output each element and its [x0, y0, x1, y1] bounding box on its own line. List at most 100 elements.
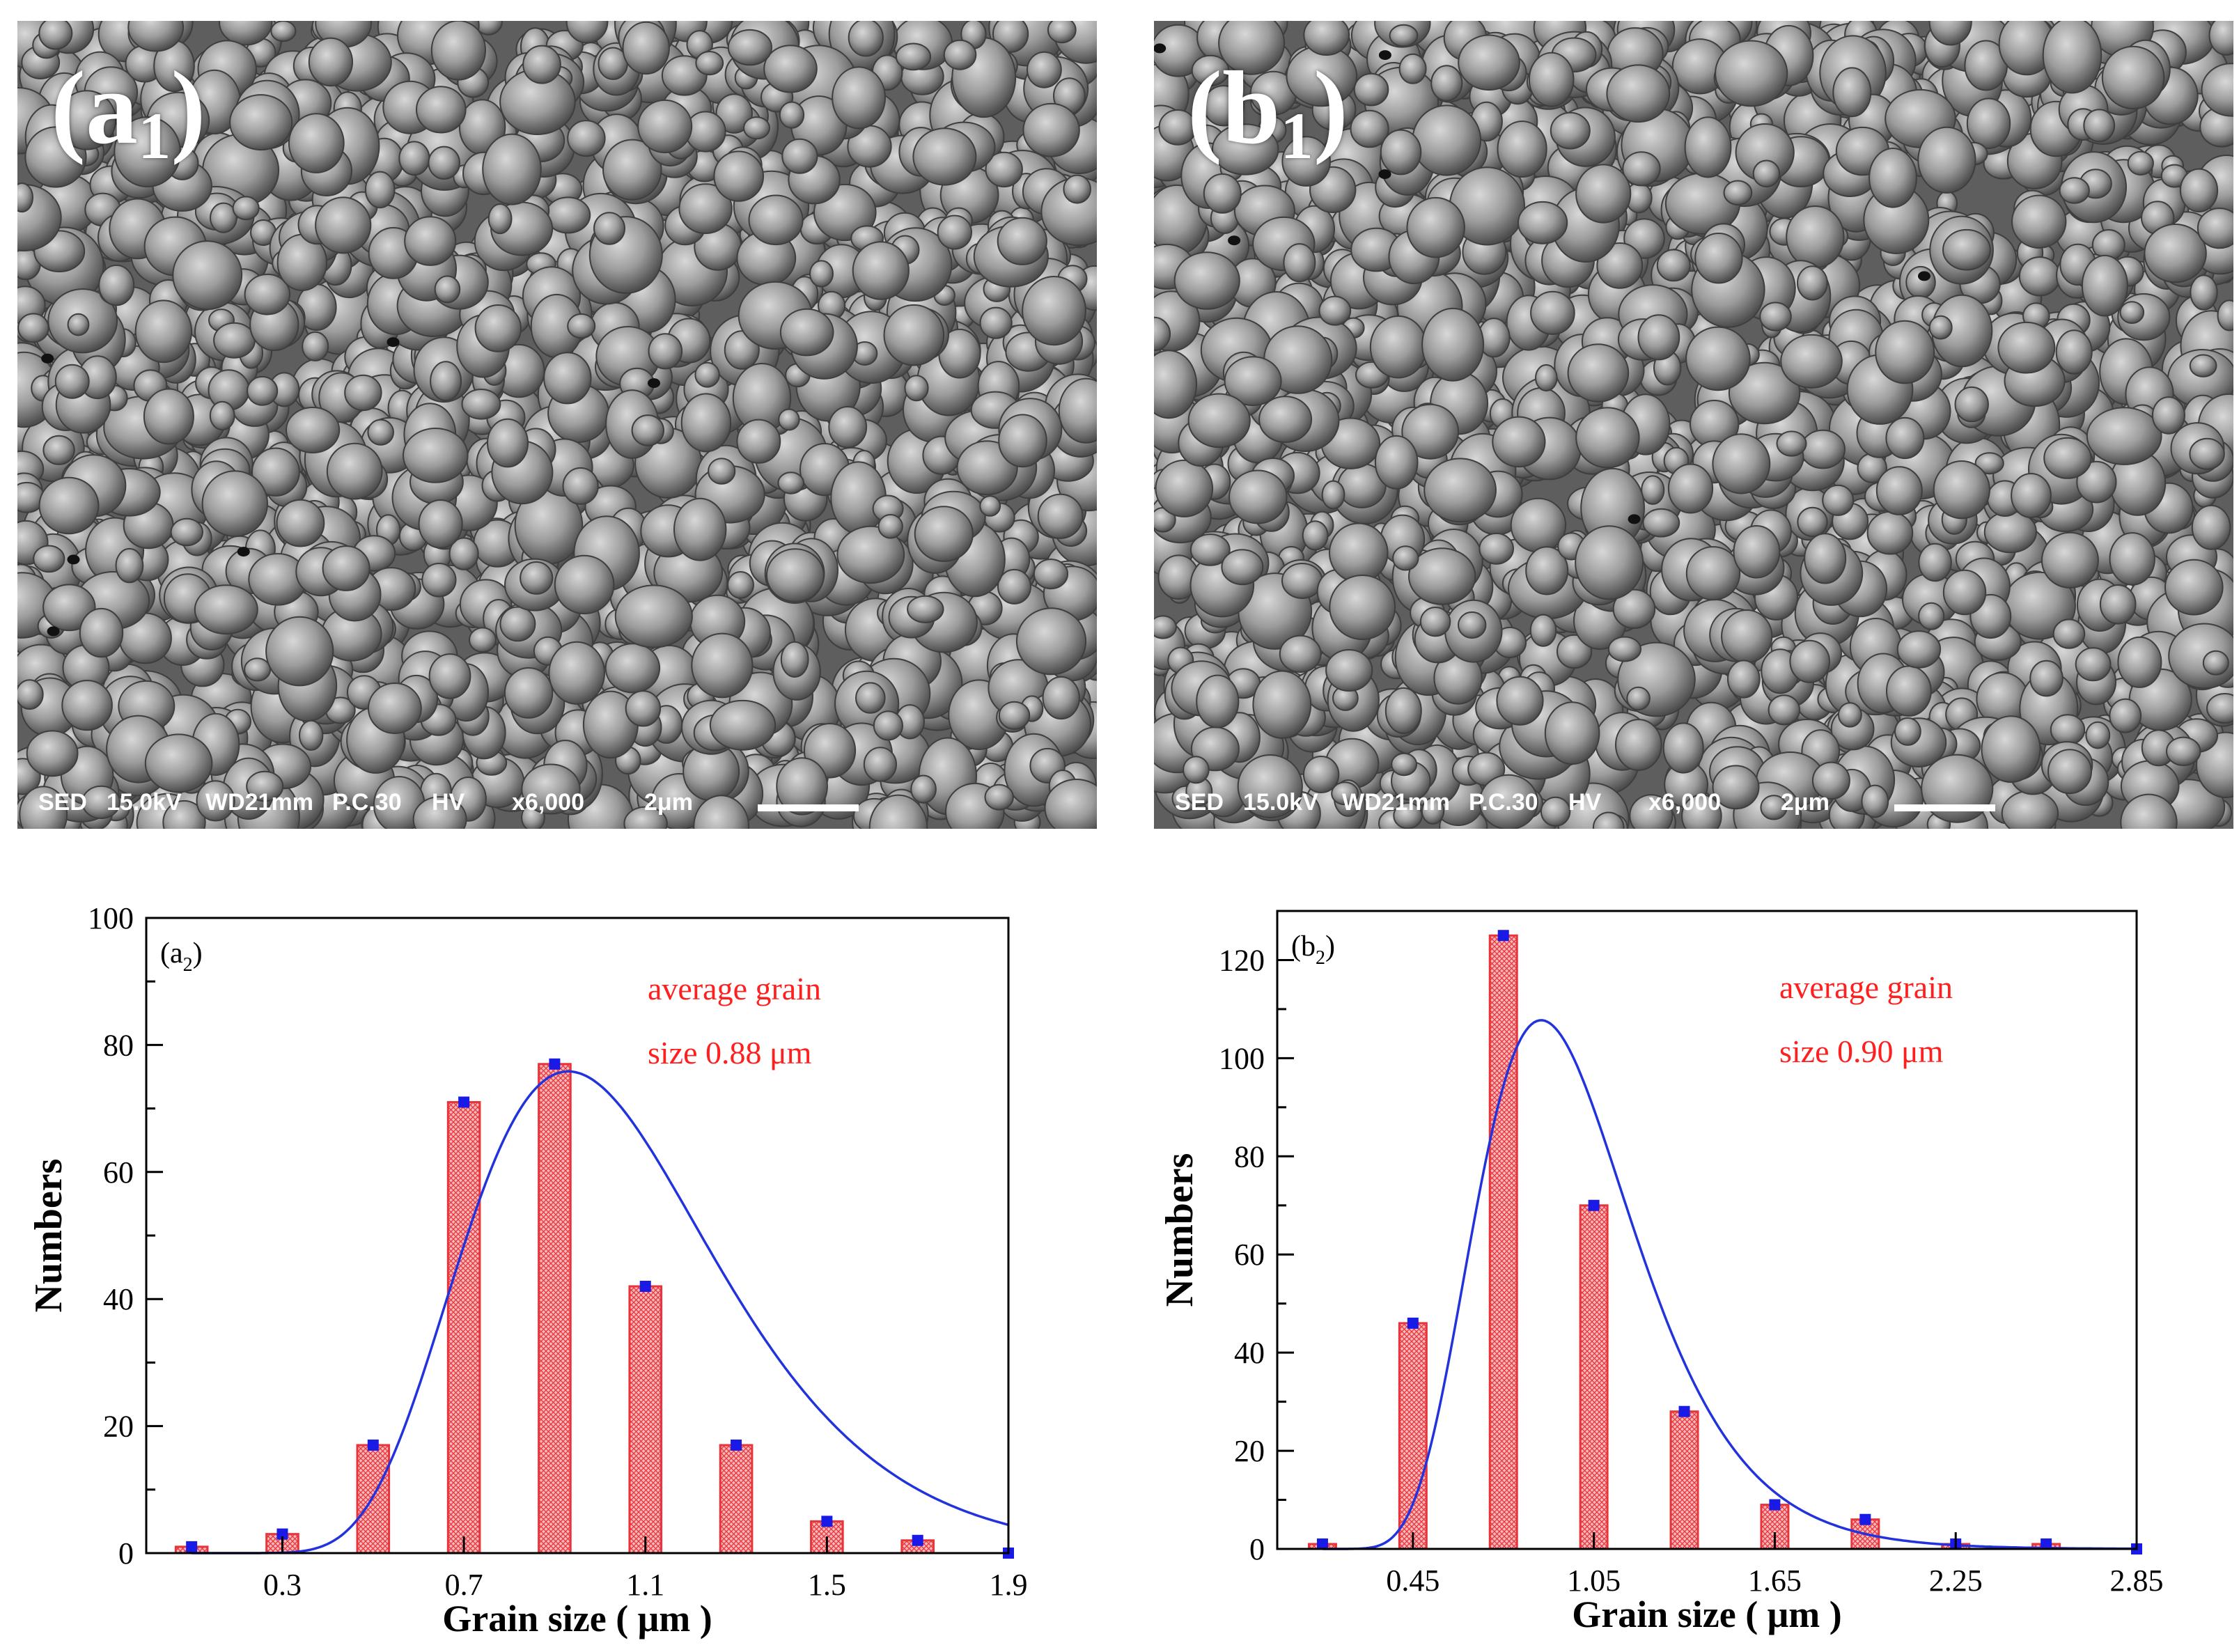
x-tick-label: 1.1 [626, 1568, 664, 1602]
panel-label-b1: (b1) [1187, 50, 1348, 173]
data-marker [1497, 930, 1509, 942]
y-tick-label: 80 [1234, 1139, 1265, 1174]
scale-bar [758, 804, 859, 811]
pore [1628, 514, 1641, 524]
grain-size-histogram-a2: 0 20 40 60 80 100 0.3 0.7 1.1 1.5 1.9 Grain size ( … [27, 901, 1028, 1639]
y-tick-label: 100 [1219, 1041, 1265, 1075]
sem-databar: SED 15.0kV WD21mm P.C.30 HV x6,000 2μm [1154, 756, 2233, 829]
mode-label: HV [1568, 789, 1602, 816]
data-marker [1407, 1317, 1419, 1329]
data-marker [731, 1439, 742, 1451]
pore [1918, 271, 1930, 281]
scale-label: 2μm [644, 789, 693, 816]
x-tick-label: 2.85 [2110, 1564, 2164, 1598]
mode-label: HV [432, 789, 465, 816]
x-tick-label: 1.5 [808, 1568, 846, 1602]
data-marker [1769, 1499, 1781, 1511]
y-axis-title: Numbers [1158, 1153, 1201, 1307]
x-tick-label: 2.25 [1929, 1564, 1983, 1598]
x-axis-title: Grain size ( μm ) [442, 1598, 712, 1639]
scale-bar [1894, 804, 1995, 811]
y-tick-label: 40 [103, 1282, 134, 1316]
histogram-bar [1579, 1204, 1609, 1550]
annotation-size: size 0.88 μm [648, 1035, 812, 1070]
plot-frame [1276, 910, 2138, 1550]
data-marker [549, 1058, 561, 1070]
y-tick-label: 60 [103, 1155, 134, 1190]
annotation-average: average grain [648, 971, 821, 1006]
x-tick-label: 0.7 [445, 1568, 483, 1602]
plot-frame [145, 917, 1010, 1554]
grain-texture [1154, 21, 2233, 829]
detector-label: SED [38, 789, 87, 816]
histogram-bar [446, 1100, 481, 1554]
x-tick-label: 1.05 [1567, 1564, 1621, 1598]
pore [47, 626, 60, 637]
fit-curve [192, 1070, 1009, 1554]
data-marker [1678, 1405, 1690, 1417]
magnification-label: x6,000 [512, 789, 584, 816]
histogram-bar [1398, 1322, 1428, 1550]
pore [67, 554, 80, 565]
sem-image-a1: (a1) SED 15.0kV WD21mm P.C.30 HV x6,000 … [17, 21, 1097, 829]
histogram-bar [356, 1444, 391, 1554]
pore [387, 337, 400, 348]
pc-label: P.C.30 [332, 789, 402, 816]
data-marker [458, 1096, 470, 1108]
histogram-bar [1669, 1410, 1699, 1550]
data-marker [1859, 1513, 1871, 1525]
data-marker [912, 1534, 923, 1546]
y-tick-label: 40 [1234, 1336, 1265, 1370]
data-marker [639, 1280, 651, 1292]
pore [237, 547, 250, 557]
histogram-bar [628, 1285, 663, 1554]
sem-image-b1: (b1) SED 15.0kV WD21mm P.C.30 HV x6,000 … [1154, 21, 2233, 829]
annotation-size: size 0.90 μm [1779, 1034, 1944, 1069]
data-marker [2041, 1538, 2052, 1550]
wd-label: WD21mm [205, 789, 313, 816]
pore [1378, 50, 1391, 61]
pore [1228, 235, 1241, 246]
panel-label-a1: (a1) [51, 50, 206, 173]
annotation-average: average grain [1779, 969, 1953, 1005]
data-marker [821, 1515, 833, 1527]
magnification-label: x6,000 [1648, 789, 1721, 816]
y-tick-label: 100 [88, 901, 134, 935]
detector-label: SED [1175, 789, 1224, 816]
data-marker [276, 1528, 288, 1540]
pc-label: P.C.30 [1469, 789, 1538, 816]
x-tick-label: 1.65 [1748, 1564, 1802, 1598]
data-marker [186, 1541, 198, 1552]
histogram-bar [719, 1444, 754, 1554]
x-tick-label: 0.3 [263, 1568, 302, 1602]
wd-label: WD21mm [1342, 789, 1450, 816]
voltage-label: 15.0kV [1243, 789, 1318, 816]
scale-label: 2μm [1781, 789, 1830, 816]
pore [1154, 43, 1167, 54]
grain-texture [17, 21, 1097, 829]
pore [1378, 169, 1391, 180]
grain-size-histogram-b2: 0 20 40 60 80 100 120 0.45 1.05 1.65 2.25 2.85 Grain… [1158, 910, 2164, 1635]
y-tick-label: 20 [103, 1410, 134, 1444]
histogram-bar [538, 1063, 572, 1554]
x-axis-title: Grain size ( μm ) [1572, 1593, 1842, 1635]
pore [648, 378, 660, 389]
x-tick-label: 1.9 [990, 1568, 1028, 1602]
x-tick-label: 0.45 [1386, 1564, 1440, 1598]
pore [41, 353, 54, 364]
y-axis-title: Numbers [27, 1159, 70, 1313]
y-tick-label: 120 [1219, 943, 1265, 977]
fit-curve [1322, 1019, 2137, 1550]
y-tick-label: 60 [1234, 1238, 1265, 1272]
histogram-bar [1488, 934, 1518, 1550]
y-tick-label: 0 [118, 1536, 134, 1571]
sem-databar: SED 15.0kV WD21mm P.C.30 HV x6,000 2μm [17, 756, 1097, 829]
y-tick-label: 20 [1234, 1434, 1265, 1468]
panel-label: (b2) [1291, 930, 1335, 969]
data-marker [367, 1439, 379, 1451]
y-tick-label: 0 [1249, 1532, 1265, 1566]
data-marker [1588, 1199, 1600, 1211]
data-marker [1316, 1538, 1328, 1550]
panel-label: (a2) [160, 937, 203, 976]
voltage-label: 15.0kV [107, 789, 182, 816]
